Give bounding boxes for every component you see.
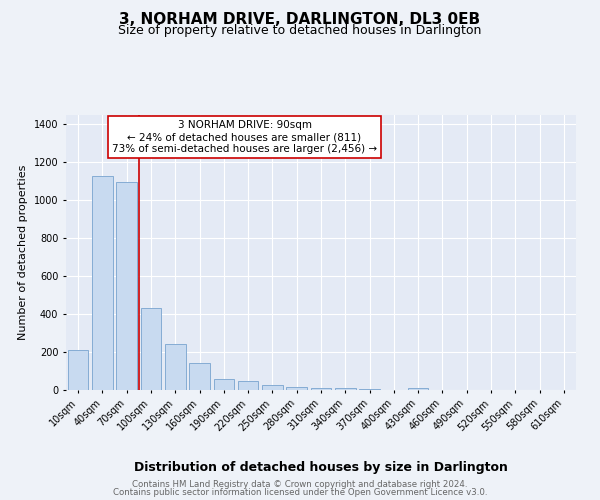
Bar [140, 308, 161, 390]
Text: Contains HM Land Registry data © Crown copyright and database right 2024.: Contains HM Land Registry data © Crown c… [132, 480, 468, 489]
Y-axis label: Number of detached properties: Number of detached properties [18, 165, 28, 340]
Text: 3, NORHAM DRIVE, DARLINGTON, DL3 0EB: 3, NORHAM DRIVE, DARLINGTON, DL3 0EB [119, 12, 481, 28]
Bar [214, 378, 234, 390]
Bar [68, 350, 88, 390]
Bar [238, 382, 259, 390]
Bar [311, 388, 331, 390]
Bar [189, 364, 210, 390]
Text: Distribution of detached houses by size in Darlington: Distribution of detached houses by size … [134, 461, 508, 474]
Bar [286, 387, 307, 390]
Text: Contains public sector information licensed under the Open Government Licence v3: Contains public sector information licen… [113, 488, 487, 497]
Bar [165, 344, 185, 390]
Bar [116, 182, 137, 390]
Text: 3 NORHAM DRIVE: 90sqm
← 24% of detached houses are smaller (811)
73% of semi-det: 3 NORHAM DRIVE: 90sqm ← 24% of detached … [112, 120, 377, 154]
Bar [359, 388, 380, 390]
Bar [92, 176, 113, 390]
Text: Size of property relative to detached houses in Darlington: Size of property relative to detached ho… [118, 24, 482, 37]
Bar [408, 388, 428, 390]
Bar [262, 386, 283, 390]
Bar [335, 388, 356, 390]
